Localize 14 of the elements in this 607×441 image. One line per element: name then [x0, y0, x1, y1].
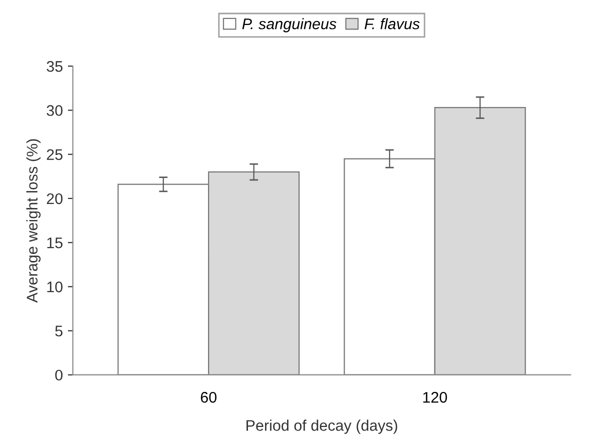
x-tick-label: 120	[423, 392, 447, 403]
y-tick-label: 35	[46, 61, 62, 72]
x-axis-title: Period of decay (days)	[246, 420, 398, 434]
y-tick-label: 15	[47, 238, 62, 248]
y-tick-label: 20	[46, 193, 63, 204]
legend-label: F. flavus	[364, 18, 420, 30]
legend-label: P. sanguineus	[242, 18, 336, 32]
y-tick-label: 30	[46, 105, 63, 116]
y-tick-label: 10	[47, 282, 63, 292]
x-tick-label: 60	[200, 392, 216, 403]
y-axis-title: Average weight loss (%)	[26, 139, 41, 303]
y-tick-label: 0	[55, 370, 63, 381]
y-tick-label: 25	[46, 149, 62, 160]
y-tick-label: 5	[55, 326, 62, 336]
